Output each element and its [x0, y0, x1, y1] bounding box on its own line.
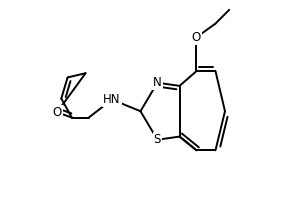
Text: S: S	[154, 133, 161, 146]
Text: O: O	[52, 106, 62, 119]
Text: O: O	[192, 31, 201, 44]
Text: HN: HN	[103, 93, 121, 106]
Text: N: N	[153, 76, 162, 89]
